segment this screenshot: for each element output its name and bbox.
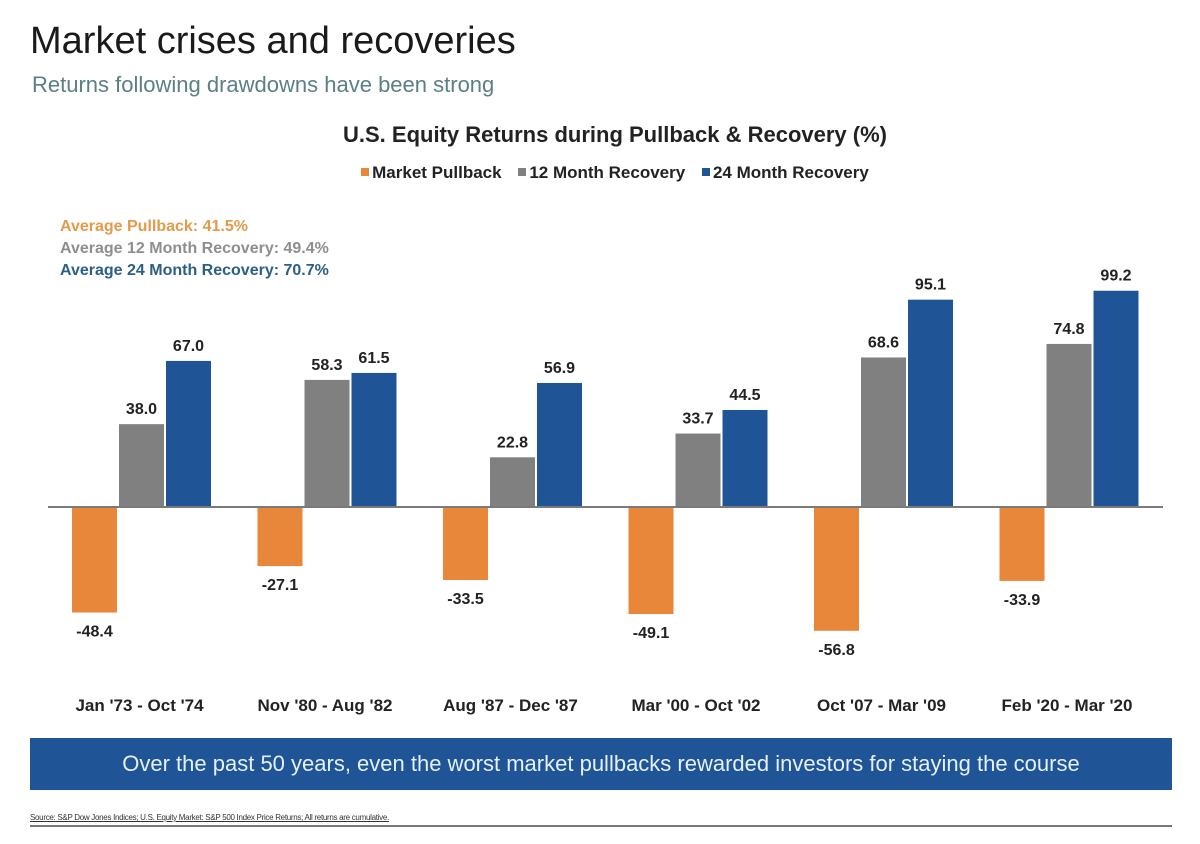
data-label-market-pullback-1: -48.4	[76, 624, 113, 641]
bar-24-month-recovery-2	[351, 372, 397, 507]
legend-label: 24 Month Recovery	[712, 163, 869, 182]
bar-24-month-recovery-6	[1093, 290, 1139, 507]
data-label-market-pullback-6: -33.9	[1004, 592, 1041, 609]
data-label-12-month-recovery-2: 58.3	[311, 357, 342, 374]
source-note: Source: S&P Dow Jones Indices; U.S. Equi…	[30, 813, 389, 822]
bar-market-pullback-4	[628, 507, 674, 615]
bar-12-month-recovery-2	[304, 379, 350, 507]
bar-24-month-recovery-1	[166, 360, 211, 507]
bar-24-month-recovery-5	[908, 299, 953, 507]
bar-market-pullback-5	[814, 507, 859, 631]
legend-swatch-market-pullback	[361, 167, 370, 176]
bar-market-pullback-3	[443, 507, 488, 581]
bar-24-month-recovery-4	[722, 409, 768, 507]
page-subtitle: Returns following drawdowns have been st…	[32, 72, 495, 97]
x-tick-label: Mar '00 - Oct '02	[631, 696, 760, 715]
legend-label: Market Pullback	[372, 163, 502, 182]
data-label-12-month-recovery-6: 74.8	[1053, 321, 1084, 338]
legend-item-12-month-recovery: 12 Month Recovery	[518, 163, 685, 183]
chart-title: U.S. Equity Returns during Pullback & Re…	[343, 122, 887, 147]
averages-annotation: Average Pullback: 41.5% Average 12 Month…	[60, 216, 329, 282]
legend-label: 12 Month Recovery	[529, 163, 686, 182]
legend-swatch-12-month-recovery	[518, 167, 527, 176]
legend-item-24-month-recovery: 24 Month Recovery	[701, 163, 869, 183]
data-label-12-month-recovery-5: 68.6	[868, 334, 899, 351]
data-label-market-pullback-3: -33.5	[447, 591, 484, 608]
data-label-24-month-recovery-2: 61.5	[358, 350, 389, 367]
bar-12-month-recovery-6	[1046, 343, 1092, 507]
bar-market-pullback-1	[72, 507, 117, 613]
data-label-market-pullback-5: -56.8	[818, 642, 855, 659]
legend-item-market-pullback: Market Pullback	[361, 163, 502, 183]
data-label-24-month-recovery-1: 67.0	[173, 338, 204, 355]
data-label-24-month-recovery-6: 99.2	[1100, 268, 1131, 285]
labels-layer: -48.4 38.0 67.0 Jan '73 - Oct '74 -27.1 58.3 6…	[75, 268, 1132, 715]
data-label-12-month-recovery-3: 22.8	[497, 434, 528, 451]
average-12-month-recovery: Average 12 Month Recovery: 49.4%	[60, 240, 329, 257]
bar-24-month-recovery-3	[537, 382, 582, 507]
legend-swatch-24-month-recovery	[701, 167, 710, 176]
data-label-market-pullback-4: -49.1	[633, 625, 670, 642]
x-tick-label: Aug '87 - Dec '87	[443, 696, 578, 715]
takeaway-banner: Over the past 50 years, even the worst m…	[30, 738, 1172, 790]
bar-market-pullback-2	[257, 507, 303, 567]
data-label-24-month-recovery-4: 44.5	[729, 387, 760, 404]
x-tick-label: Nov '80 - Aug '82	[258, 696, 393, 715]
bar-12-month-recovery-4	[675, 433, 721, 507]
bar-12-month-recovery-5	[861, 357, 906, 507]
bar-12-month-recovery-1	[119, 424, 164, 507]
bar-market-pullback-6	[999, 507, 1045, 581]
page-title: Market crises and recoveries	[30, 20, 516, 62]
x-tick-label: Jan '73 - Oct '74	[75, 696, 204, 715]
average-24-month-recovery: Average 24 Month Recovery: 70.7%	[60, 262, 329, 279]
chart-legend: Market Pullback 12 Month Recovery 24 Mon…	[0, 163, 1200, 183]
bar-12-month-recovery-3	[490, 457, 535, 507]
average-pullback: Average Pullback: 41.5%	[60, 218, 248, 235]
source-divider	[30, 825, 1172, 827]
data-label-market-pullback-2: -27.1	[262, 577, 299, 594]
data-label-24-month-recovery-3: 56.9	[544, 360, 575, 377]
data-label-24-month-recovery-5: 95.1	[915, 277, 946, 294]
data-label-12-month-recovery-1: 38.0	[126, 401, 157, 418]
x-tick-label: Oct '07 - Mar '09	[817, 696, 946, 715]
x-tick-label: Feb '20 - Mar '20	[1002, 696, 1133, 715]
bars-layer	[72, 290, 1139, 631]
data-label-12-month-recovery-4: 33.7	[682, 411, 713, 428]
